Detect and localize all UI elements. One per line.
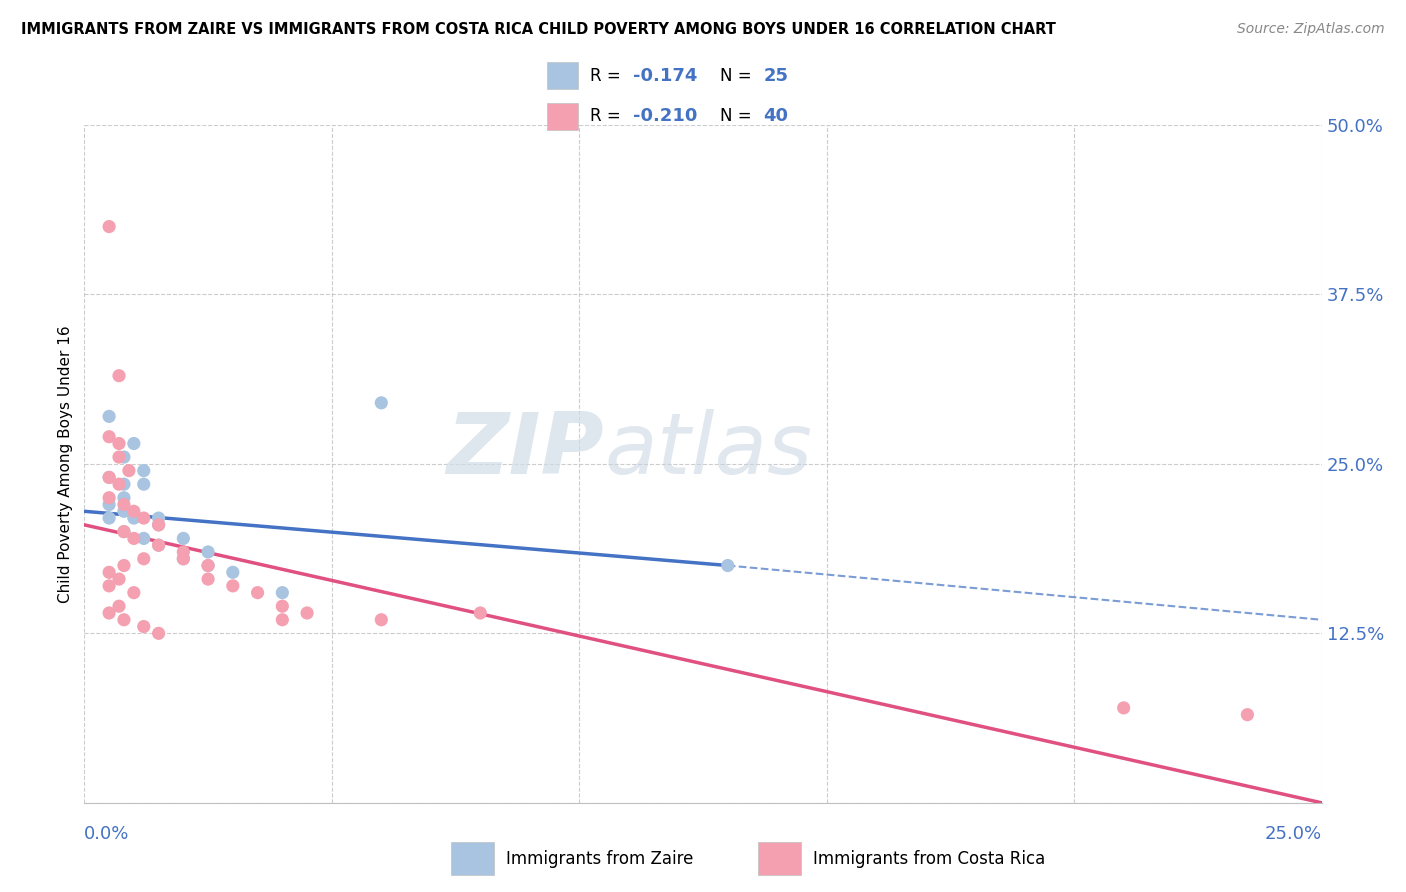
Point — [197, 558, 219, 573]
Point — [112, 558, 135, 573]
Text: IMMIGRANTS FROM ZAIRE VS IMMIGRANTS FROM COSTA RICA CHILD POVERTY AMONG BOYS UND: IMMIGRANTS FROM ZAIRE VS IMMIGRANTS FROM… — [21, 22, 1056, 37]
Point — [148, 511, 170, 525]
Point — [172, 532, 194, 546]
Text: 40: 40 — [763, 107, 789, 125]
Point — [222, 566, 245, 580]
Point — [148, 626, 170, 640]
Point — [112, 477, 135, 491]
Point — [148, 517, 170, 532]
Point — [98, 606, 121, 620]
Text: Immigrants from Costa Rica: Immigrants from Costa Rica — [813, 849, 1046, 868]
Text: Source: ZipAtlas.com: Source: ZipAtlas.com — [1237, 22, 1385, 37]
Point — [122, 511, 145, 525]
Point — [122, 532, 145, 546]
Point — [122, 585, 145, 599]
Point — [108, 572, 131, 586]
Text: -0.174: -0.174 — [633, 67, 697, 85]
Point — [197, 558, 219, 573]
Point — [295, 606, 318, 620]
Point — [98, 409, 121, 424]
FancyBboxPatch shape — [547, 103, 578, 130]
Point — [470, 606, 492, 620]
Point — [112, 450, 135, 464]
Point — [271, 599, 294, 614]
Text: 25.0%: 25.0% — [1264, 825, 1322, 843]
FancyBboxPatch shape — [758, 842, 801, 874]
Point — [172, 551, 194, 566]
Point — [98, 430, 121, 444]
Point — [98, 511, 121, 525]
Point — [1236, 707, 1258, 722]
Point — [108, 450, 131, 464]
Point — [112, 491, 135, 505]
Point — [197, 545, 219, 559]
Point — [98, 470, 121, 484]
Point — [98, 219, 121, 234]
Point — [370, 396, 392, 410]
Text: N =: N = — [720, 107, 756, 125]
Point — [112, 504, 135, 518]
Point — [112, 524, 135, 539]
Point — [122, 436, 145, 450]
Text: -0.210: -0.210 — [633, 107, 697, 125]
Point — [112, 613, 135, 627]
Text: atlas: atlas — [605, 409, 813, 491]
Point — [370, 613, 392, 627]
Point — [118, 464, 141, 478]
Point — [108, 599, 131, 614]
Point — [172, 545, 194, 559]
Point — [172, 551, 194, 566]
FancyBboxPatch shape — [547, 62, 578, 89]
Point — [132, 477, 155, 491]
Point — [132, 464, 155, 478]
Text: R =: R = — [591, 67, 626, 85]
Point — [148, 538, 170, 552]
Text: ZIP: ZIP — [446, 409, 605, 491]
Point — [1112, 701, 1135, 715]
Point — [98, 470, 121, 484]
Point — [197, 572, 219, 586]
Point — [132, 511, 155, 525]
Point — [271, 585, 294, 599]
Point — [98, 491, 121, 505]
Point — [112, 524, 135, 539]
Point — [98, 579, 121, 593]
Point — [271, 613, 294, 627]
Point — [132, 619, 155, 633]
Point — [98, 566, 121, 580]
Text: R =: R = — [591, 107, 626, 125]
Point — [132, 532, 155, 546]
Point — [148, 517, 170, 532]
Point — [122, 504, 145, 518]
Text: 0.0%: 0.0% — [84, 825, 129, 843]
Point — [132, 551, 155, 566]
Point — [222, 579, 245, 593]
Point — [108, 477, 131, 491]
Point — [148, 538, 170, 552]
Y-axis label: Child Poverty Among Boys Under 16: Child Poverty Among Boys Under 16 — [58, 325, 73, 603]
Point — [108, 368, 131, 383]
Text: 25: 25 — [763, 67, 789, 85]
Point — [108, 436, 131, 450]
FancyBboxPatch shape — [451, 842, 495, 874]
Text: Immigrants from Zaire: Immigrants from Zaire — [506, 849, 693, 868]
Point — [112, 498, 135, 512]
Point — [246, 585, 269, 599]
Point — [717, 558, 740, 573]
Point — [98, 498, 121, 512]
Text: N =: N = — [720, 67, 756, 85]
